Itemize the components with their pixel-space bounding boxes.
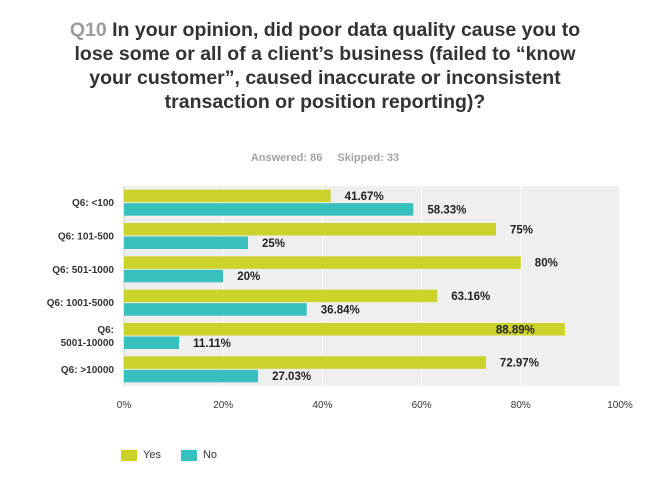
legend: Yes No: [121, 449, 237, 461]
category-label: Q6: >10000: [61, 365, 115, 376]
legend-item-yes: Yes: [121, 449, 161, 461]
x-tick-label: 100%: [607, 400, 633, 411]
legend-label-no: No: [202, 449, 218, 461]
bar-no: [124, 303, 307, 316]
answered-count: Answered: 86: [250, 152, 323, 164]
chart-title: Q10 In your opinion, did poor data quali…: [60, 18, 590, 114]
category-label: Q6: 501-1000: [52, 265, 114, 276]
data-label: 80%: [535, 258, 558, 270]
legend-swatch-yes: [121, 449, 137, 461]
bar-no: [124, 203, 414, 216]
legend-label-yes: Yes: [143, 449, 161, 461]
category-label: Q6: <100: [72, 198, 114, 209]
bar-yes: [124, 289, 438, 303]
bar-yes: [124, 356, 486, 369]
data-label: 72.97%: [500, 358, 539, 370]
data-label: 41.67%: [345, 191, 384, 203]
bar-yes: [124, 256, 521, 269]
category-label: 5001-10000: [61, 338, 115, 349]
x-tick-label: 40%: [312, 400, 332, 411]
x-tick-label: 80%: [511, 400, 531, 411]
data-label: 36.84%: [321, 304, 360, 316]
legend-item-no: No: [180, 449, 218, 461]
response-stats: Answered: 86 Skipped: 33: [0, 152, 650, 164]
data-label: 75%: [510, 224, 533, 236]
bar-no: [124, 336, 180, 349]
data-label: 20%: [237, 271, 260, 283]
x-tick-label: 20%: [213, 400, 233, 411]
bar-yes: [124, 189, 331, 203]
x-tick-label: 60%: [412, 400, 432, 411]
skipped-count: Skipped: 33: [337, 152, 400, 164]
question-number: Q10: [69, 19, 107, 41]
x-tick-label: 0%: [117, 400, 132, 411]
category-label: Q6: 101-500: [58, 232, 115, 243]
question-text: In your opinion, did poor data quality c…: [74, 19, 581, 113]
bar-no: [124, 369, 259, 383]
bar-no: [124, 236, 248, 249]
data-label: 11.11%: [193, 338, 231, 350]
category-label: Q6:: [97, 325, 114, 336]
data-label: 88.89%: [496, 324, 535, 336]
bar-no: [124, 269, 224, 283]
plot-area: [124, 186, 620, 386]
data-label: 58.33%: [427, 204, 466, 216]
bar-yes: [124, 323, 565, 336]
data-label: 63.16%: [451, 291, 490, 303]
data-label: 25%: [262, 238, 285, 250]
category-label: Q6: 1001-5000: [47, 298, 115, 309]
bar-yes: [124, 223, 496, 236]
data-label: 27.03%: [272, 371, 311, 383]
legend-swatch-no: [180, 449, 197, 461]
